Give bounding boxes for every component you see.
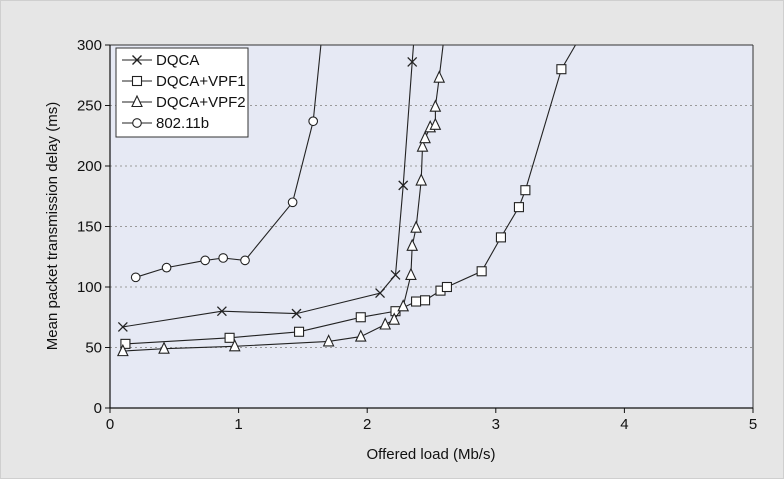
- legend-marker: [132, 118, 142, 128]
- legend-marker: [131, 75, 143, 87]
- data-point: [240, 255, 250, 266]
- y-tick-label: 150: [77, 219, 102, 236]
- series-line: [135, 44, 322, 278]
- y-tick-label: 300: [77, 37, 102, 54]
- data-point: [398, 180, 409, 191]
- legend-label: DQCA+VPF2: [156, 94, 246, 111]
- y-tick-label: 0: [94, 400, 102, 417]
- data-point: [379, 317, 392, 330]
- data-point: [441, 281, 452, 293]
- data-point: [120, 338, 131, 349]
- data-point: [291, 308, 302, 319]
- legend: DQCA DQCA+VPF1 DQCA+VPF2 802.11b: [115, 47, 249, 138]
- data-point: [397, 299, 410, 312]
- series-1: [120, 44, 576, 349]
- data-point: [293, 326, 305, 337]
- data-point: [308, 116, 319, 127]
- data-point: [287, 197, 298, 208]
- marker-stroke: [407, 56, 418, 67]
- series-layer: [116, 44, 576, 357]
- legend-label: 802.11b: [156, 115, 209, 132]
- data-point: [388, 312, 401, 325]
- data-point: [405, 267, 417, 280]
- x-tick-label: 1: [234, 416, 242, 433]
- x-tick-label: 0: [106, 416, 114, 433]
- marker-stroke: [216, 306, 227, 317]
- series-0: [117, 44, 418, 332]
- marker-stroke: [390, 269, 401, 280]
- data-point: [416, 139, 429, 152]
- data-point: [322, 334, 335, 347]
- data-point: [354, 329, 367, 342]
- y-axis-label: Mean packet transmission delay (ms): [44, 102, 61, 350]
- axes-layer: 0 50 100 150 200 250 300 0 1 2 3 4 5: [77, 37, 757, 433]
- data-point: [390, 269, 401, 280]
- y-tick-label: 100: [77, 279, 102, 296]
- x-tick-label: 2: [363, 416, 371, 433]
- data-point: [429, 117, 442, 130]
- legend-label: DQCA+VPF1: [156, 73, 246, 90]
- data-point: [116, 343, 129, 357]
- marker-stroke: [132, 55, 142, 65]
- series-3: [130, 44, 322, 283]
- marker-stroke: [375, 288, 386, 299]
- series-line: [122, 44, 415, 328]
- marker-stroke: [291, 308, 302, 319]
- x-axis-label: Offered load (Mb/s): [367, 446, 496, 463]
- data-point: [117, 321, 128, 332]
- data-point: [161, 262, 172, 273]
- y-tick-label: 250: [77, 98, 102, 115]
- x-tick-label: 5: [749, 416, 757, 433]
- x-tick-label: 4: [620, 416, 628, 433]
- data-point: [420, 295, 431, 306]
- series-2: [116, 44, 446, 357]
- data-point: [433, 70, 446, 83]
- data-point: [375, 288, 386, 299]
- data-point: [476, 266, 487, 277]
- data-point: [429, 99, 442, 112]
- data-point: [228, 339, 241, 352]
- data-point: [411, 296, 422, 307]
- data-point: [410, 220, 422, 233]
- y-tick-label: 200: [77, 158, 102, 175]
- data-point: [495, 232, 506, 243]
- data-point: [407, 56, 418, 67]
- data-point: [218, 253, 229, 263]
- data-point: [224, 332, 235, 343]
- data-point: [216, 306, 227, 317]
- marker-stroke: [398, 180, 409, 191]
- y-tick-label: 50: [85, 340, 102, 357]
- data-point: [556, 64, 567, 75]
- x-tick-label: 3: [492, 416, 500, 433]
- data-point: [513, 202, 524, 213]
- data-point: [406, 238, 419, 251]
- data-point: [158, 341, 170, 354]
- data-point: [415, 173, 428, 186]
- legend-marker: [132, 55, 142, 65]
- data-point: [419, 130, 431, 144]
- legend-marker: [131, 94, 143, 108]
- data-point: [130, 272, 141, 283]
- marker-stroke: [117, 321, 128, 332]
- data-point: [200, 255, 211, 266]
- data-point: [355, 312, 366, 323]
- data-point: [520, 185, 531, 196]
- legend-label: DQCA: [156, 52, 199, 69]
